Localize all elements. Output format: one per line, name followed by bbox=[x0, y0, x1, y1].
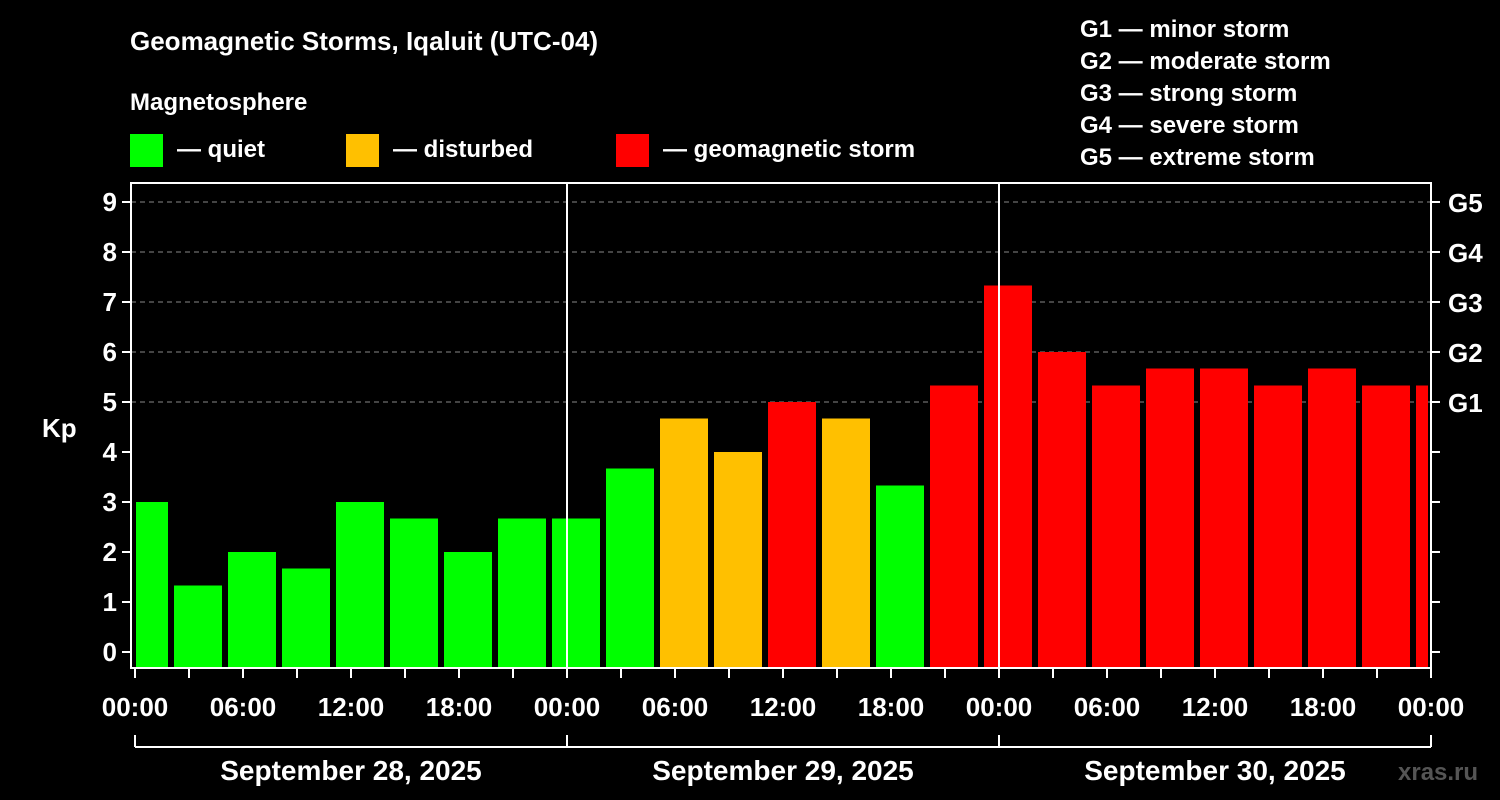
x-tick-label: 12:00 bbox=[1182, 692, 1249, 722]
kp-bar bbox=[1362, 385, 1410, 668]
g-tick-label: G3 bbox=[1448, 288, 1483, 318]
g-tick-label: G5 bbox=[1448, 188, 1483, 218]
bars bbox=[136, 285, 1428, 668]
kp-bar bbox=[444, 552, 492, 668]
kp-bar bbox=[1092, 385, 1140, 668]
legend-title: Magnetosphere bbox=[130, 89, 307, 116]
x-tick-label: 18:00 bbox=[426, 692, 493, 722]
legend: — quiet — disturbed — geomagnetic storm bbox=[130, 134, 915, 167]
legend-label: — disturbed bbox=[393, 136, 533, 163]
g-tick-label: G1 bbox=[1448, 388, 1483, 418]
y-tick-label: 4 bbox=[103, 437, 118, 467]
g-scale-legend: G1 — minor storm G2 — moderate storm G3 — … bbox=[1080, 16, 1331, 171]
kp-bar bbox=[390, 518, 438, 668]
kp-bar bbox=[498, 518, 546, 668]
x-tick-label: 00:00 bbox=[1398, 692, 1465, 722]
kp-bar bbox=[174, 585, 222, 668]
kp-bar bbox=[1200, 368, 1248, 668]
legend-swatch bbox=[130, 134, 163, 167]
kp-bar bbox=[136, 502, 168, 668]
kp-bar bbox=[984, 285, 1032, 668]
g-scale-item: G3 — strong storm bbox=[1080, 80, 1297, 107]
kp-bar bbox=[930, 385, 978, 668]
kp-bar bbox=[282, 568, 330, 668]
kp-bar bbox=[1254, 385, 1302, 668]
x-tick-label: 00:00 bbox=[102, 692, 169, 722]
y-tick-label: 3 bbox=[103, 487, 117, 517]
y-axis-label: Kp bbox=[42, 413, 77, 443]
kp-bar bbox=[336, 502, 384, 668]
g-scale-item: G4 — severe storm bbox=[1080, 112, 1299, 139]
legend-label: — geomagnetic storm bbox=[663, 136, 915, 163]
x-tick-label: 12:00 bbox=[750, 692, 817, 722]
legend-swatch bbox=[346, 134, 379, 167]
y-tick-label: 1 bbox=[103, 587, 117, 617]
g-tick-label: G4 bbox=[1448, 238, 1483, 268]
kp-bar bbox=[768, 402, 816, 668]
g-tick-label: G2 bbox=[1448, 338, 1483, 368]
x-tick-label: 06:00 bbox=[1074, 692, 1141, 722]
kp-bar bbox=[552, 518, 600, 668]
x-tick-label: 00:00 bbox=[534, 692, 601, 722]
legend-swatch bbox=[616, 134, 649, 167]
date-label: September 28, 2025 bbox=[220, 755, 482, 786]
y-tick-label: 6 bbox=[103, 337, 117, 367]
watermark: xras.ru bbox=[1398, 759, 1478, 786]
kp-bar bbox=[228, 552, 276, 668]
x-tick-label: 18:00 bbox=[1290, 692, 1357, 722]
y-tick-label: 7 bbox=[103, 287, 117, 317]
y-tick-label: 2 bbox=[103, 537, 117, 567]
date-label: September 30, 2025 bbox=[1084, 755, 1346, 786]
kp-bar bbox=[1146, 368, 1194, 668]
g-scale-item: G2 — moderate storm bbox=[1080, 48, 1331, 75]
kp-bar bbox=[822, 418, 870, 668]
x-tick-label: 06:00 bbox=[210, 692, 277, 722]
y-tick-label: 8 bbox=[103, 237, 117, 267]
x-tick-label: 12:00 bbox=[318, 692, 385, 722]
plot-frame bbox=[130, 182, 1432, 669]
y-tick-label: 0 bbox=[103, 637, 117, 667]
kp-bar bbox=[876, 485, 924, 668]
kp-bar bbox=[1308, 368, 1356, 668]
legend-label: — quiet bbox=[177, 136, 265, 163]
g-scale-item: G5 — extreme storm bbox=[1080, 144, 1315, 171]
kp-bar bbox=[606, 468, 654, 668]
chart-title: Geomagnetic Storms, Iqaluit (UTC-04) bbox=[130, 26, 598, 56]
x-tick-label: 00:00 bbox=[966, 692, 1033, 722]
axes: 0 1 2 3 4 5 6 7 8 9 G1 G2 G3 G4 G5 00:00 06:00 12:00 18:00… bbox=[102, 182, 1483, 786]
y-tick-label: 5 bbox=[103, 387, 117, 417]
kp-bar bbox=[1416, 385, 1428, 668]
x-tick-label: 06:00 bbox=[642, 692, 709, 722]
kp-bar bbox=[660, 418, 708, 668]
g-scale-item: G1 — minor storm bbox=[1080, 16, 1289, 43]
kp-bar bbox=[714, 452, 762, 668]
x-tick-label: 18:00 bbox=[858, 692, 925, 722]
date-label: September 29, 2025 bbox=[652, 755, 914, 786]
y-tick-label: 9 bbox=[103, 187, 117, 217]
kp-bar bbox=[1038, 352, 1086, 668]
